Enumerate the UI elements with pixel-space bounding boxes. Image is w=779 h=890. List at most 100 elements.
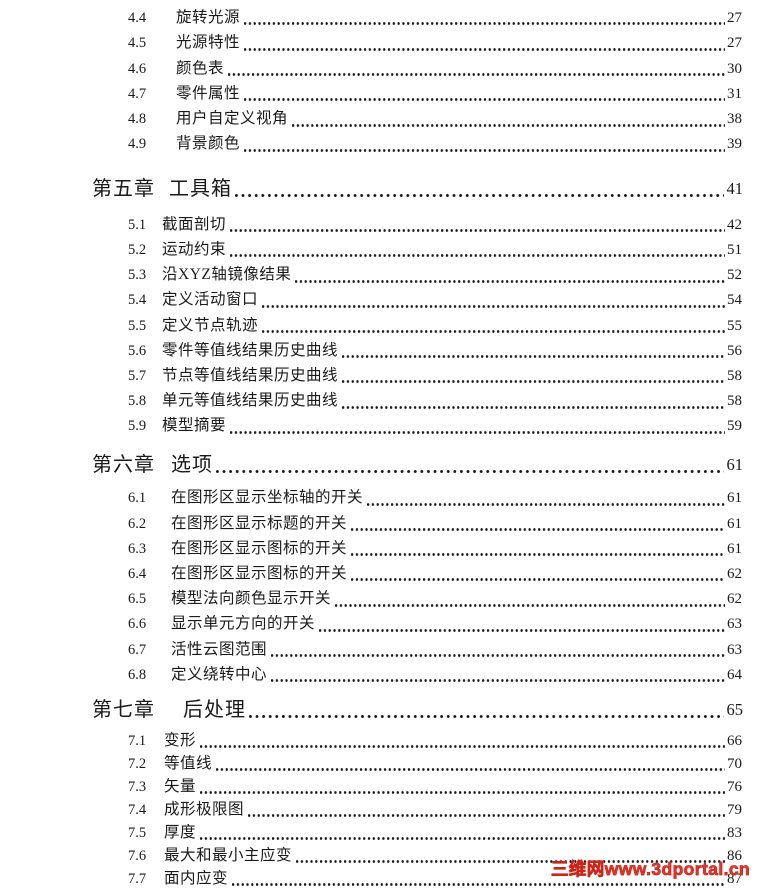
toc-entry[interactable]: 5.3 沿XYZ轴镜像结果 52	[128, 265, 742, 290]
entry-page-number: 61	[727, 515, 742, 532]
leader-dots	[228, 58, 725, 79]
entry-title: 变形	[164, 731, 197, 749]
toc-entry[interactable]: 7.5 厚度 83	[128, 822, 742, 846]
toc-entry[interactable]: 6.2 在图形区显示标题的开关 61	[128, 513, 742, 539]
toc-entry[interactable]: 5.8 单元等值线结果历史曲线 58	[128, 391, 742, 416]
chapter-title: 工具箱	[169, 177, 232, 200]
entry-title: 单元等值线结果历史曲线	[162, 392, 339, 410]
toc-entry[interactable]: 5.2 运动约束 51	[128, 239, 742, 265]
toc-entry[interactable]: 5.5 定义节点轨迹 55	[128, 315, 742, 341]
toc-section-ch5: 5.1 截面剖切 42 5.2 运动约束 51 5.3 沿XYZ轴镜像结果 52 5.4 定义活动窗…	[0, 214, 779, 442]
entry-page-number: 56	[727, 342, 742, 359]
entry-page-number: 39	[727, 136, 742, 153]
toc-entry[interactable]: 7.2 等值线 70	[128, 753, 742, 777]
entry-title: 在图形区显示图标的开关	[171, 565, 348, 583]
toc-entry[interactable]: 6.7 活性云图范围 63	[128, 639, 742, 665]
toc-entry[interactable]: 6.8 定义绕转中心 64	[128, 664, 742, 690]
leader-dots	[216, 452, 724, 479]
leader-dots	[342, 365, 725, 386]
toc-entry[interactable]: 6.5 模型法向颜色显示开关 62	[128, 589, 742, 614]
entry-title: 节点等值线结果历史曲线	[162, 366, 339, 384]
entry-number: 7.2	[128, 755, 147, 772]
toc-entry[interactable]: 4.8 用户自定义视角 38	[128, 109, 742, 134]
chapter-label: 第五章	[92, 177, 155, 200]
entry-title: 定义绕转中心	[171, 665, 268, 683]
leader-dots	[248, 799, 725, 820]
chapter-heading-ch5[interactable]: 第五章 工具箱 41	[92, 175, 743, 202]
entry-page-number: 64	[727, 666, 742, 683]
leader-dots	[292, 109, 725, 130]
entry-page-number: 66	[727, 732, 742, 749]
leader-dots	[249, 696, 724, 723]
entry-title: 旋转光源	[176, 9, 241, 26]
entry-page-number: 27	[727, 35, 742, 52]
entry-page-number: 61	[727, 540, 742, 557]
entry-number: 6.4	[128, 566, 147, 583]
toc-entry[interactable]: 7.3 矢量 76	[128, 776, 742, 800]
entry-title: 零件属性	[176, 84, 241, 102]
toc-entry[interactable]: 4.7 零件属性 31	[128, 83, 742, 109]
chapter-heading-ch6[interactable]: 第六章 选项 61	[92, 452, 743, 479]
entry-number: 6.6	[128, 616, 147, 633]
entry-title: 等值线	[164, 754, 213, 772]
toc-entry[interactable]: 7.7 面内应变 87	[128, 868, 742, 890]
toc-entry[interactable]: 5.7 节点等值线结果历史曲线 58	[128, 365, 742, 391]
entry-title: 用户自定义视角	[176, 110, 289, 128]
entry-number: 6.3	[128, 540, 147, 557]
entry-title: 光源特性	[176, 34, 241, 52]
entry-number: 6.2	[128, 515, 147, 532]
toc-entry[interactable]: 7.6 最大和最小主应变 86	[128, 845, 742, 869]
leader-dots	[335, 589, 725, 610]
toc-entry[interactable]: 5.4 定义活动窗口 54	[128, 290, 742, 315]
entry-page-number: 31	[727, 85, 742, 102]
toc-entry[interactable]: 6.1 在图形区显示坐标轴的开关 61	[128, 488, 742, 513]
entry-number: 4.5	[128, 35, 147, 52]
toc-entry[interactable]: 4.4 旋转光源 27	[128, 8, 742, 33]
toc-entry[interactable]: 7.1 变形 66	[128, 730, 742, 754]
leader-dots	[216, 753, 725, 774]
entry-number: 6.5	[128, 591, 147, 608]
toc-entry[interactable]: 5.6 零件等值线结果历史曲线 56	[128, 340, 742, 366]
leader-dots	[230, 239, 725, 260]
leader-dots	[230, 416, 725, 437]
chapter-label: 第六章	[92, 454, 155, 477]
leader-dots	[295, 265, 725, 286]
toc-entry[interactable]: 6.4 在图形区显示图标的开关 62	[128, 564, 742, 589]
entry-page-number: 62	[727, 566, 742, 583]
entry-number: 4.4	[128, 10, 147, 26]
entry-page-number: 58	[727, 367, 742, 384]
leader-dots	[230, 214, 725, 235]
entry-number: 4.7	[128, 85, 147, 102]
entry-number: 5.1	[128, 216, 147, 233]
chapter-heading-ch7[interactable]: 第七章 后处理 65	[92, 696, 743, 723]
toc-entry[interactable]: 5.1 截面剖切 42	[128, 214, 742, 240]
entry-page-number: 54	[727, 292, 742, 309]
leader-dots	[319, 614, 725, 635]
leader-dots	[296, 845, 725, 866]
entry-title: 在图形区显示坐标轴的开关	[171, 489, 364, 507]
entry-page-number: 63	[727, 641, 742, 658]
toc-entry[interactable]: 6.6 显示单元方向的开关 63	[128, 614, 742, 639]
toc-section-ch6: 6.1 在图形区显示坐标轴的开关 61 6.2 在图形区显示标题的开关 61 6.3 在图形区…	[0, 488, 779, 690]
toc-entry[interactable]: 6.3 在图形区显示图标的开关 61	[128, 538, 742, 564]
toc-entry[interactable]: 4.6 颜色表 30	[128, 58, 742, 84]
toc-entry[interactable]: 4.9 背景颜色 39	[128, 134, 742, 159]
entry-title: 显示单元方向的开关	[171, 615, 316, 633]
leader-dots	[200, 776, 725, 797]
entry-number: 5.2	[128, 241, 147, 258]
entry-title: 沿XYZ轴镜像结果	[162, 266, 292, 284]
entry-number: 5.3	[128, 267, 147, 284]
entry-title: 在图形区显示图标的开关	[171, 539, 348, 557]
toc-section-ch4: 4.4 旋转光源 27 4.5 光源特性 27 4.6 颜色表 30 4.7 零件属性 31 4.8 用户…	[0, 8, 779, 160]
toc-entry[interactable]: 7.4 成形极限图 79	[128, 799, 742, 823]
entry-number: 5.7	[128, 367, 147, 384]
leader-dots	[271, 639, 725, 660]
leader-dots	[351, 513, 725, 534]
entry-page-number: 83	[727, 824, 742, 841]
entry-number: 4.8	[128, 111, 147, 128]
toc-list: 4.4 旋转光源 27 4.5 光源特性 27 4.6 颜色表 30 4.7 零件属性 31 4.8 用户…	[0, 8, 779, 890]
toc-entry[interactable]: 4.5 光源特性 27	[128, 33, 742, 58]
leader-dots	[235, 175, 724, 202]
toc-entry[interactable]: 5.9 模型摘要 59	[128, 416, 742, 441]
